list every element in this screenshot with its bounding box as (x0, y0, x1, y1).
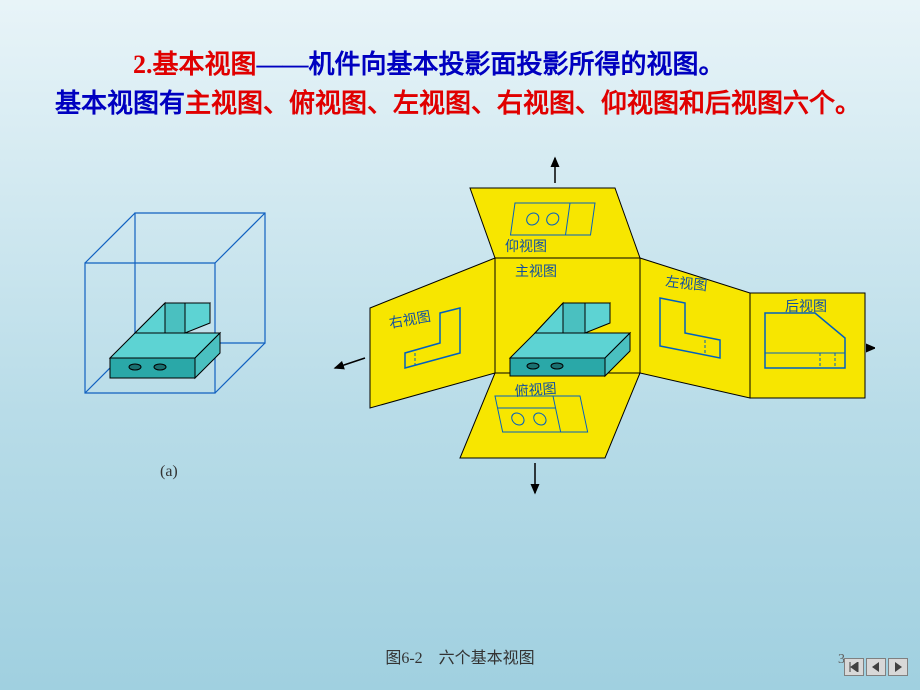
label-rear-view: 后视图 (785, 299, 827, 315)
title-line-2: 基本视图有主视图、俯视图、左视图、右视图、仰视图和后视图六个。 (55, 84, 865, 123)
nav-prev-button[interactable] (866, 658, 886, 676)
heading-definition: 机件向基本投影面投影所得的视图。 (309, 50, 725, 79)
line2-tail: 六个。 (783, 89, 861, 118)
subfigure-unfolded-planes: 仰视图 主视图 右视图 左视图 后视图 俯视图 (305, 148, 875, 518)
heading-term: 基本视图 (153, 50, 257, 79)
subfigure-a-cube (65, 193, 295, 453)
plane-right-view (335, 258, 495, 408)
title-line-1: 2.基本视图——机件向基本投影面投影所得的视图。 (55, 45, 865, 84)
line2-lead: 基本视图有 (55, 89, 185, 118)
heading-dash: —— (257, 50, 309, 79)
nav-first-button[interactable] (844, 658, 864, 676)
figure-area: (a) (55, 153, 865, 533)
label-top-view: 俯视图 (514, 381, 557, 400)
label-front-view: 主视图 (515, 264, 557, 280)
nav-next-button[interactable] (888, 658, 908, 676)
heading-indent (55, 50, 133, 79)
heading-number: 2. (133, 50, 153, 79)
label-bottom-view: 仰视图 (505, 239, 547, 255)
nav-buttons (844, 658, 908, 676)
figure-caption: 图6-2 六个基本视图 (0, 644, 920, 668)
line2-views: 主视图、俯视图、左视图、右视图、仰视图和后视图 (185, 89, 783, 118)
title-block: 2.基本视图——机件向基本投影面投影所得的视图。 基本视图有主视图、俯视图、左视… (55, 45, 865, 123)
plane-bottom-view (470, 158, 640, 258)
subfigure-a-label: (a) (160, 463, 178, 481)
